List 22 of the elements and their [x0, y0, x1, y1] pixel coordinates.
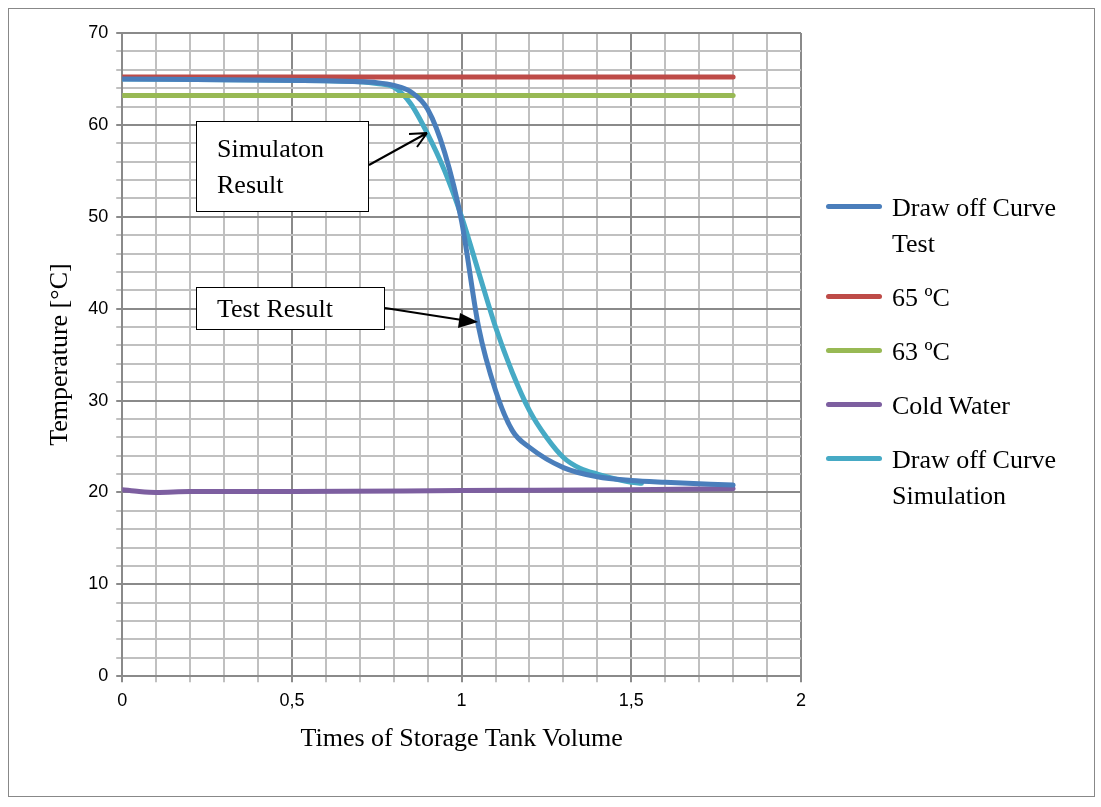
x-tick-label: 0	[117, 689, 128, 710]
annotation: Simulaton Result	[196, 121, 369, 212]
legend-label: 65 ºC	[891, 282, 950, 314]
x-tick-label: 2	[795, 689, 807, 710]
x-tick-label: 1	[456, 689, 467, 710]
x-tick-label: 0,5	[279, 689, 305, 710]
legend-label: Draw off Curve Test	[891, 192, 1058, 260]
y-tick-label: 20	[88, 481, 109, 502]
x-axis-title: Times of Storage Tank Volume	[300, 723, 623, 753]
y-axis-title: Temperature [°C]	[44, 263, 74, 446]
y-tick-label: 60	[88, 113, 109, 134]
y-tick-label: 10	[88, 573, 109, 594]
y-tick-label: 0	[98, 665, 109, 686]
annotation: Test Result	[196, 287, 385, 330]
y-tick-label: 40	[88, 297, 109, 318]
legend-label: Cold Water	[891, 390, 1011, 422]
legend-label: 63 ºC	[891, 336, 950, 368]
y-tick-label: 50	[88, 205, 109, 226]
x-tick-label: 1,5	[618, 689, 644, 710]
y-tick-label: 70	[88, 21, 109, 42]
legend-label: Draw off Curve Simulation	[891, 444, 1058, 512]
y-tick-label: 30	[88, 389, 109, 410]
